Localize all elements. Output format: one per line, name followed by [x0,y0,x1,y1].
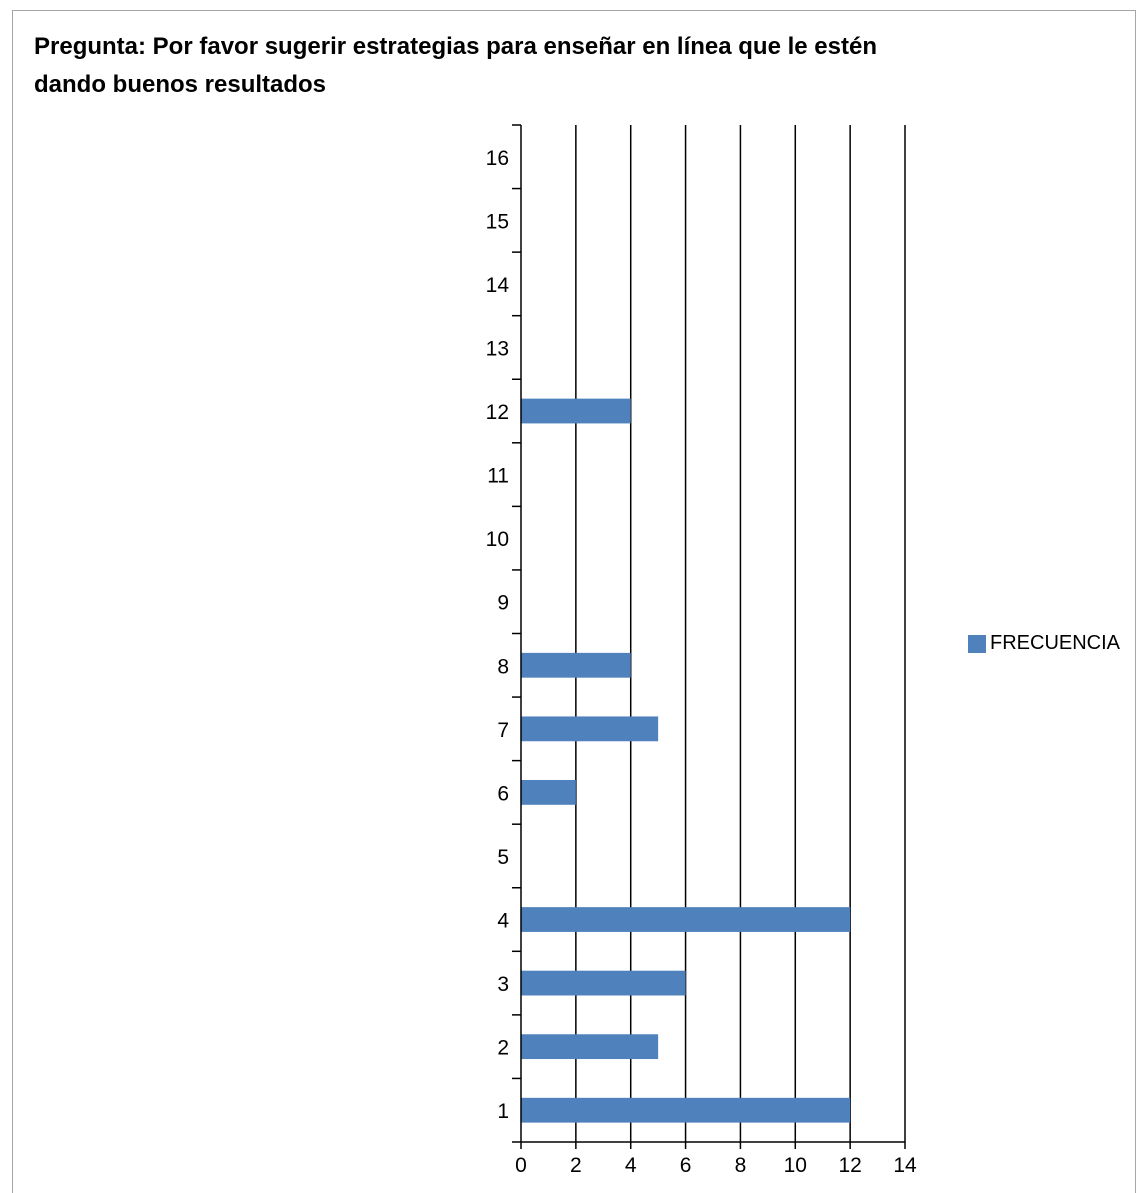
bars [521,398,851,1123]
y-tick-label: 8 [497,655,509,678]
bar [521,907,851,932]
y-tick-label: 14 [486,274,510,297]
y-tick-label: 1 [497,1100,509,1123]
y-tick-label: 6 [497,782,509,805]
y-tick-label: 9 [497,592,509,615]
axes [512,124,906,1149]
legend-swatch [968,634,986,653]
y-tick-label: 13 [486,337,509,360]
x-tick-label: 0 [515,1154,527,1177]
x-tick-label: 4 [625,1154,637,1177]
bar [521,398,631,424]
y-tick-label: 5 [497,846,509,869]
bar [521,652,631,678]
chart-title: Pregunta: Por favor sugerir estrategias … [34,33,877,98]
chart-frame [12,10,1136,1193]
y-tick-label: 15 [486,210,509,233]
bar [521,1097,851,1123]
y-tick-label: 7 [497,719,509,742]
x-tick-label: 14 [893,1154,917,1177]
legend-label: FRECUENCIA [990,632,1121,654]
y-tick-label: 10 [486,528,509,551]
bar [521,716,659,742]
y-tick-label: 3 [497,973,509,996]
x-tick-label: 6 [680,1154,692,1177]
bar [521,1034,659,1060]
bar [521,970,686,996]
y-tick-label: 4 [497,910,509,933]
y-tick-label: 11 [487,465,509,488]
legend: FRECUENCIA [968,632,1120,655]
y-tick-label: 12 [486,401,509,424]
x-tick-label: 12 [838,1154,861,1177]
x-tick-label: 10 [784,1154,807,1177]
x-tick-label: 2 [570,1154,582,1177]
bar [521,780,576,805]
y-tick-label: 2 [497,1037,509,1060]
y-tick-label: 16 [486,147,509,170]
x-tick-label: 8 [735,1154,747,1177]
